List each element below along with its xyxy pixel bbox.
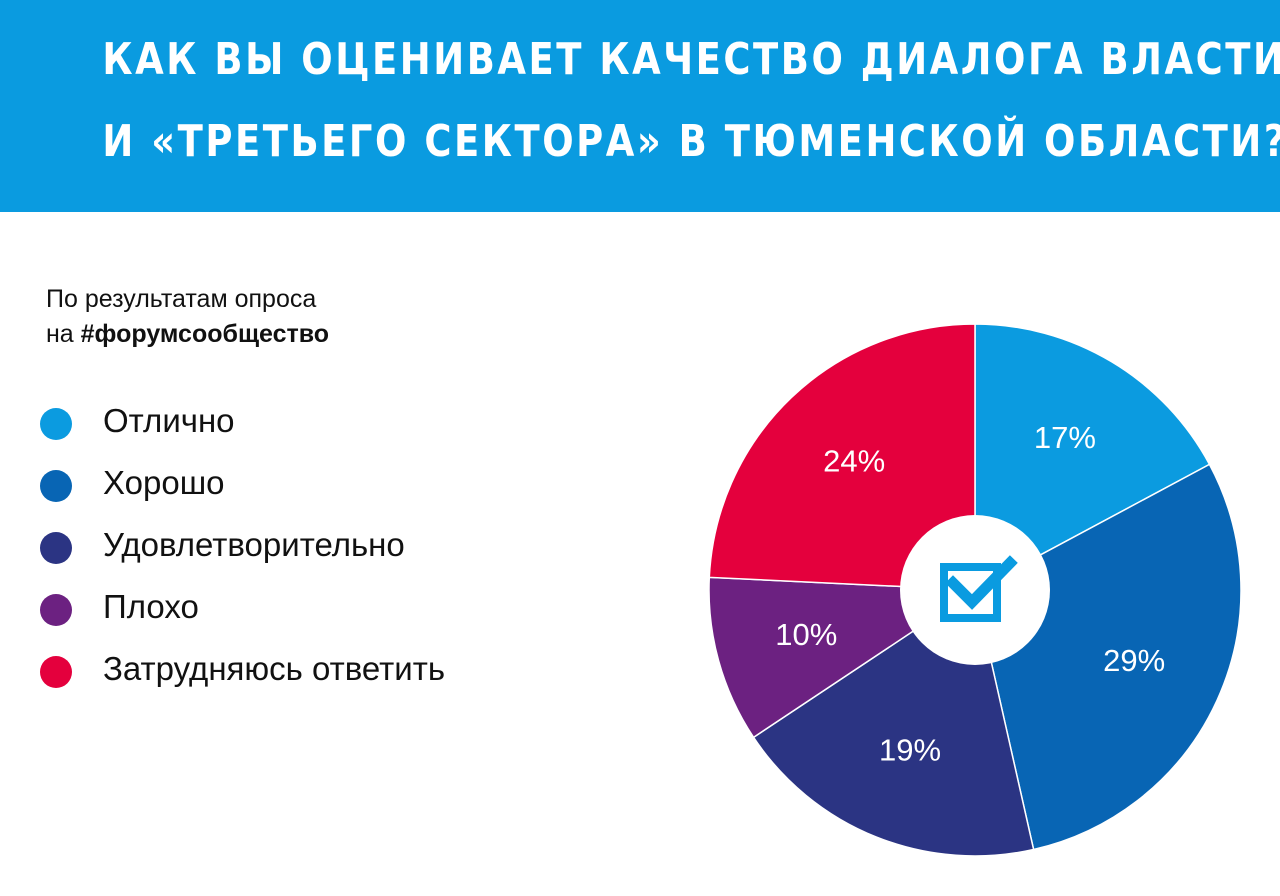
legend-swatch <box>40 470 72 502</box>
subtitle-hashtag: #форумсообщество <box>80 320 330 348</box>
chart-title-line-1: КАК ВЫ ОЦЕНИВАЕТ КАЧЕСТВО ДИАЛОГА ВЛАСТИ <box>102 34 1280 85</box>
pie-value-label: 19% <box>879 733 941 768</box>
pie-value-labels: 17% 29% 19% 10% 24% <box>775 420 1165 768</box>
subtitle-line-1: По результатам опроса <box>46 285 317 313</box>
pie-value-label: 17% <box>1034 420 1096 455</box>
chart-subtitle: По результатам опроса на #форумсообществ… <box>46 282 329 352</box>
subtitle-prefix: на <box>46 320 81 348</box>
legend-swatch <box>40 656 72 688</box>
legend-label: Удовлетворительно <box>103 526 405 563</box>
legend-label: Затрудняюсь ответить <box>103 650 446 687</box>
pie-center-hole <box>900 515 1050 665</box>
legend-swatch <box>40 594 72 626</box>
legend-label: Плохо <box>103 588 199 625</box>
subtitle-line-2: на #форумсообщество <box>46 317 329 352</box>
pie-value-label: 29% <box>1103 643 1165 678</box>
pie-slice <box>708 323 976 591</box>
chart-title-line-2: И «ТРЕТЬЕГО СЕКТОРА» В ТЮМЕНСКОЙ ОБЛАСТИ… <box>102 116 1280 167</box>
title-banner: КАК ВЫ ОЦЕНИВАЕТ КАЧЕСТВО ДИАЛОГА ВЛАСТИ… <box>0 0 1280 212</box>
legend-label: Отлично <box>103 402 235 439</box>
pie-value-label: 10% <box>775 617 837 652</box>
legend-swatch <box>40 408 72 440</box>
legend-label: Хорошо <box>103 464 225 501</box>
pie-value-label: 24% <box>823 443 885 478</box>
legend-swatch <box>40 532 72 564</box>
pie-slice <box>974 323 1211 592</box>
checkbox-check-icon <box>940 555 1018 622</box>
